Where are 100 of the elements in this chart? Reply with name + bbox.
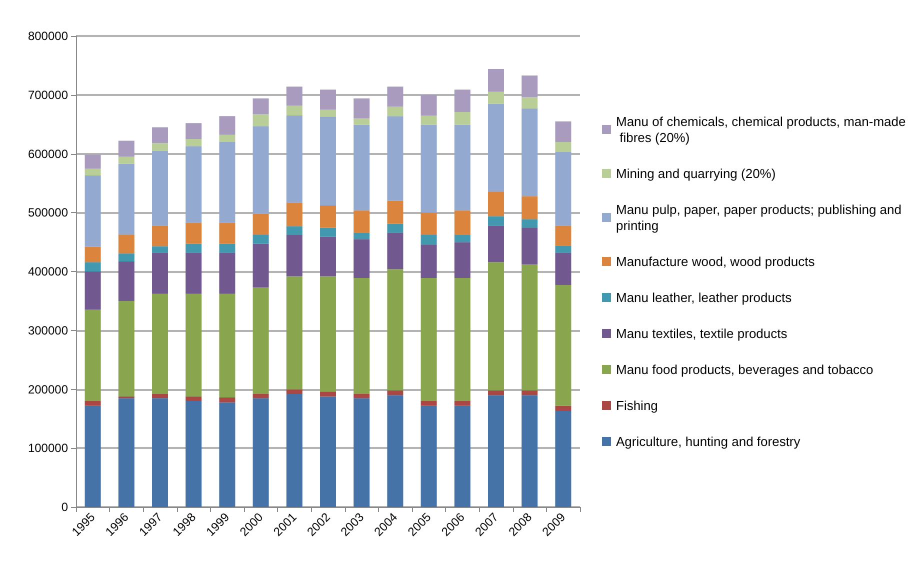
bar	[354, 394, 370, 398]
bar	[387, 86, 404, 107]
bar	[118, 234, 134, 254]
bar	[186, 244, 202, 253]
bar	[387, 106, 404, 116]
bar	[252, 114, 269, 126]
legend-label: Manu pulp, paper, paper products; publishing and printing	[616, 202, 906, 233]
bar	[286, 202, 302, 226]
bar	[320, 392, 336, 396]
bar	[555, 226, 572, 246]
bar	[488, 216, 504, 226]
bar	[488, 262, 504, 390]
bar	[320, 236, 336, 276]
legend-label: Fishing	[616, 398, 658, 413]
bar	[354, 232, 370, 240]
bar	[320, 90, 336, 110]
bar	[118, 398, 134, 507]
bar	[252, 398, 269, 507]
y-tick-label: 400000	[28, 264, 68, 278]
bar	[219, 142, 236, 223]
bar	[387, 395, 404, 507]
bar	[320, 228, 336, 237]
bar	[84, 310, 101, 402]
bar	[454, 90, 470, 112]
bar	[555, 411, 572, 507]
bar	[84, 176, 101, 247]
bar	[84, 246, 101, 262]
y-tick-label: 700000	[28, 88, 68, 102]
bar	[84, 406, 101, 507]
bar	[420, 278, 437, 402]
bar	[286, 234, 302, 276]
bar	[152, 394, 168, 398]
bar	[420, 234, 437, 244]
bar	[354, 210, 370, 233]
bar	[420, 406, 437, 507]
bar	[84, 262, 101, 272]
legend-label: Manu textiles, textile products	[616, 326, 788, 341]
bar	[522, 75, 538, 98]
bar	[454, 406, 470, 507]
bar	[252, 234, 269, 244]
legend-label: Agriculture, hunting and forestry	[616, 434, 801, 449]
legend-label: Manu leather, leather products	[616, 290, 792, 305]
bar	[320, 116, 336, 206]
bar	[219, 294, 236, 398]
bar	[420, 244, 437, 278]
bar	[219, 252, 236, 294]
bar	[186, 252, 202, 294]
bar	[387, 232, 404, 270]
bar	[152, 150, 168, 226]
bar	[286, 226, 302, 235]
bar	[522, 108, 538, 196]
bar	[152, 294, 168, 394]
bar	[354, 98, 370, 118]
bar	[320, 206, 336, 228]
bar	[555, 406, 572, 412]
bar	[186, 294, 202, 396]
bar	[252, 244, 269, 288]
bar	[186, 139, 202, 146]
bar	[186, 146, 202, 223]
bar	[286, 86, 302, 106]
bar	[555, 246, 572, 253]
y-tick-label: 0	[61, 500, 68, 514]
bar	[522, 264, 538, 390]
bar	[152, 127, 168, 144]
y-tick-label: 300000	[28, 323, 68, 338]
bar	[118, 164, 134, 234]
bar	[555, 142, 572, 152]
y-tick-label: 500000	[28, 206, 68, 220]
bar	[522, 395, 538, 507]
bar	[219, 116, 236, 135]
bar	[454, 401, 470, 406]
bar	[118, 156, 134, 164]
bar	[354, 118, 370, 125]
bar	[354, 124, 370, 210]
bar	[118, 261, 134, 301]
bar	[219, 244, 236, 253]
bar	[286, 115, 302, 203]
bar	[420, 124, 437, 213]
bar	[488, 390, 504, 396]
bar	[454, 112, 470, 125]
bar	[555, 152, 572, 226]
y-tick-label: 200000	[28, 382, 68, 396]
bar	[488, 68, 504, 92]
bar	[84, 154, 101, 168]
bar	[252, 214, 269, 234]
legend-label: Manufacture wood, wood products	[616, 254, 816, 269]
bar	[252, 394, 269, 398]
bar	[84, 401, 101, 406]
bar	[186, 401, 202, 507]
bar	[522, 97, 538, 108]
bar	[286, 389, 302, 394]
bar	[286, 276, 302, 390]
bar	[320, 276, 336, 392]
bar	[522, 219, 538, 228]
bar	[522, 196, 538, 220]
bar	[118, 300, 134, 396]
bar	[488, 395, 504, 507]
bar	[454, 235, 470, 242]
bar	[152, 143, 168, 151]
y-tick-label: 600000	[28, 146, 68, 161]
